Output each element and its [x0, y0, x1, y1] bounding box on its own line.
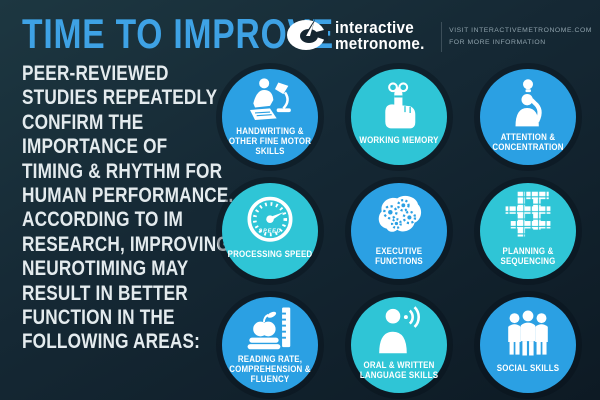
brain-gears-icon [378, 195, 422, 232]
area-tile-oral-language: ORAL & WRITTEN LANGUAGE SKILLS [351, 297, 447, 393]
area-label: WORKING MEMORY [359, 134, 439, 145]
area-label: EXECUTIVE FUNCTIONS [375, 245, 423, 266]
area-tile-reading: READING RATE, COMPREHENSION & FLUENCY [222, 297, 318, 393]
area-label: SOCIAL SKILLS [496, 362, 560, 373]
area-label: HANDWRITING & OTHER FINE MOTOR SKILLS [228, 125, 312, 156]
area-label: ATTENTION & CONCENTRATION [492, 131, 564, 152]
logo-divider [441, 21, 443, 52]
book-apple-icon [247, 307, 291, 350]
areas-grid: HANDWRITING & OTHER FINE MOTOR SKILLS WO… [222, 69, 576, 393]
brand-name: interactive metronome. [334, 19, 425, 53]
brand-tagline: VISIT INTERACTIVEMETRONOME.COM FOR MORE … [449, 27, 592, 46]
area-tile-executive-functions: EXECUTIVE FUNCTIONS [351, 183, 447, 279]
speedometer-icon: SPEED [247, 196, 293, 242]
area-label: PROCESSING SPEED [227, 248, 313, 259]
metronome-logo-icon [286, 16, 328, 57]
area-tile-social-skills: SOCIAL SKILLS [480, 297, 576, 393]
working-memory-icon [385, 82, 416, 129]
area-tile-processing-speed: SPEED PROCESSING SPEED [222, 183, 318, 279]
area-tile-working-memory: WORKING MEMORY [351, 69, 447, 165]
speaking-icon [379, 306, 421, 354]
area-tile-planning: PLANNING & SEQUENCING [480, 183, 576, 279]
intro-paragraph: PEER-REVIEWED STUDIES REPEATEDLY CONFIRM… [22, 62, 234, 354]
handwriting-icon [250, 78, 291, 120]
area-tile-handwriting: HANDWRITING & OTHER FINE MOTOR SKILLS [222, 69, 318, 165]
page-title: TIME TO IMPROVE [22, 10, 334, 57]
area-label: PLANNING & SEQUENCING [500, 245, 556, 266]
people-icon [508, 310, 548, 356]
attention-icon [515, 79, 542, 127]
area-label: READING RATE, COMPREHENSION & FLUENCY [229, 353, 311, 384]
gauge-speed-label: SPEED [259, 229, 282, 235]
area-tile-attention: ATTENTION & CONCENTRATION [480, 69, 576, 165]
area-label: ORAL & WRITTEN LANGUAGE SKILLS [359, 359, 439, 380]
brand-logo: interactive metronome. VISIT INTERACTIVE… [286, 16, 592, 57]
crossword-icon [505, 191, 551, 237]
